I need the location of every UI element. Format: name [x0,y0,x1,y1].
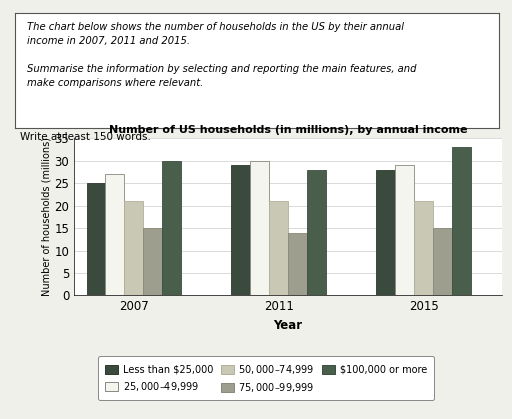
Bar [307,170,326,295]
Bar [231,165,250,295]
Bar [162,161,181,295]
Title: Number of US households (in millions), by annual income: Number of US households (in millions), b… [109,125,467,135]
Bar [433,228,452,295]
Bar [376,170,395,295]
Bar [288,233,307,295]
Bar [124,201,143,295]
Legend: Less than $25,000, $25,000–$49,999, $50,000–$74,999, $75,000–$99,999, $100,000 o: Less than $25,000, $25,000–$49,999, $50,… [98,356,434,401]
Bar [414,201,433,295]
Bar [87,183,105,295]
Text: The chart below shows the number of households in the US by their annual
income : The chart below shows the number of hous… [28,22,417,88]
Bar [250,161,269,295]
Bar [452,147,471,295]
Bar [395,165,414,295]
X-axis label: Year: Year [273,319,303,332]
Bar [105,174,124,295]
Text: Write at least 150 words.: Write at least 150 words. [20,132,152,142]
Bar [143,228,162,295]
Bar [269,201,288,295]
Y-axis label: Number of households (millions): Number of households (millions) [41,137,52,296]
